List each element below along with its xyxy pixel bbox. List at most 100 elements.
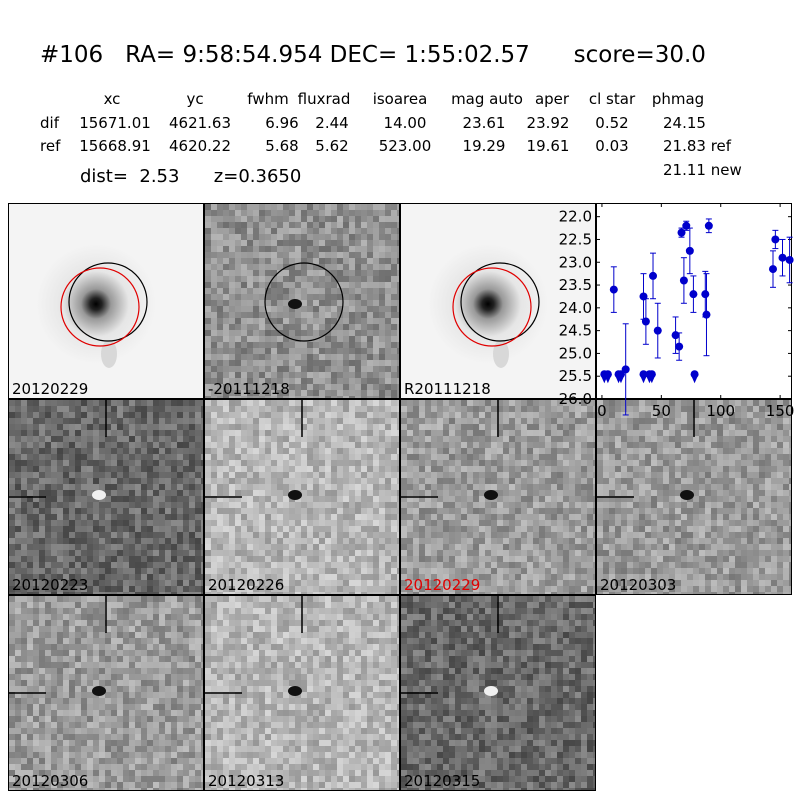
column-header: mag auto [451,90,523,108]
image-panel: 20120229 [400,399,596,595]
light-curve-svg: 22.0 22.5 23.0 23.5 24.0 24.5 25.0 25.5 26.0 0 50 1… [559,203,794,420]
y-tick-label: 22.5 [559,230,592,248]
column-header: fwhm [247,90,289,108]
x-tick-label: 0 [597,402,607,420]
y-tick-label: 26.0 [559,390,592,408]
panel-date-label: 20120313 [208,772,285,790]
source-blob [288,299,302,309]
x-tick-label: 100 [706,402,735,420]
data-point [685,246,694,255]
data-point [689,290,698,299]
table-cell: 0.52 [595,114,629,132]
table-cell: 523.00 [378,137,432,155]
source-blob [92,686,106,696]
data-point [653,326,662,335]
column-header: aper [534,90,570,108]
y-tick-label: 25.0 [559,344,592,362]
source-blob [484,490,498,500]
table-cell: 15671.01 [79,114,151,132]
panel-date-label: 20120315 [404,772,481,790]
y-tick-label: 24.5 [559,322,592,340]
data-point [785,255,794,264]
image-panel: R20111218 [400,203,596,399]
table-cell: 0.03 [595,137,629,155]
panel-date-label: R20111218 [404,380,491,398]
table-cell: 24.15 [663,114,706,132]
image-panel: 20120313 [204,595,400,791]
column-header: phmag [651,90,705,108]
image-panel: 20120229 [8,203,204,399]
table-cell: 23.61 [462,114,506,132]
source-blob [92,490,106,500]
y-tick-label: 23.5 [559,276,592,294]
data-point [701,290,710,299]
y-tick-label: 24.0 [559,299,592,317]
table-cell: 6.96 [265,114,299,132]
page-title: #106 RA= 9:58:54.954 DEC= 1:55:02.57 sco… [40,42,706,68]
image-panel: 20120315 [400,595,596,791]
column-header: yc [186,90,204,108]
x-tick-label: 150 [766,402,795,420]
panel-date-label: 20120229 [404,576,481,594]
table-cell: 5.62 [315,137,349,155]
column-header: isoarea [372,90,428,108]
data-point [677,228,686,237]
table-cell: 5.68 [265,137,299,155]
table-cell: 23.92 [526,114,570,132]
data-point [641,317,650,326]
source-blob [288,490,302,500]
data-point [771,235,780,244]
data-point [702,310,711,319]
panel-date-label: 20120303 [600,576,677,594]
host-aperture [460,262,540,342]
host-aperture [264,262,344,342]
data-point [675,342,684,351]
upper-limit-marker [690,370,699,379]
distance-redshift: dist= 2.53 z=0.3650 [80,166,302,187]
upper-limit-marker [603,370,612,379]
source-blob [680,490,694,500]
candidate-aperture [452,267,532,347]
phmag-new: 21.11 new [663,161,742,179]
image-panel: 20120226 [204,399,400,595]
panel-date-label: 20120306 [12,772,89,790]
data-point [671,331,680,340]
table-cell: 4620.22 [168,137,232,155]
data-point [768,265,777,274]
data-point [682,221,691,230]
image-panel: -20111218 [204,203,400,399]
table-cell: 21.83 ref [663,137,732,155]
y-tick-label: 25.5 [559,367,592,385]
data-point [778,253,787,262]
upper-limit-marker [616,370,625,379]
data-point [704,221,713,230]
column-header: fluxrad [297,90,351,108]
image-panel: 20120223 [8,399,204,595]
data-point [679,276,688,285]
image-panel: 20120306 [8,595,204,791]
table-cell: 4621.63 [168,114,232,132]
upper-limit-marker [639,370,648,379]
table-cell: 15668.91 [79,137,151,155]
galaxy-core [36,244,156,364]
source-blob [288,686,302,696]
panel-date-label: 20120223 [12,576,89,594]
row-label: dif [40,114,59,132]
table-cell: 19.61 [526,137,570,155]
upper-limit-marker [647,370,656,379]
image-panel: 20120303 [596,399,792,595]
panel-date-label: 20120229 [12,380,89,398]
table-cell: 19.29 [462,137,506,155]
data-point [649,271,658,280]
candidate-aperture [60,267,140,347]
table-cell: 2.44 [315,114,349,132]
image-grid: 20120229-20111218R2011121820120221201202… [8,203,792,791]
data-point [609,285,618,294]
source-blob [484,686,498,696]
galaxy-core [428,244,548,364]
panel-date-label: 20120226 [208,576,285,594]
light-curve-plot: 22.0 22.5 23.0 23.5 24.0 24.5 25.0 25.5 26.0 0 50 1… [559,203,794,420]
table-cell: 14.00 [383,114,427,132]
row-label: ref [40,137,61,155]
x-tick-label: 50 [652,402,671,420]
